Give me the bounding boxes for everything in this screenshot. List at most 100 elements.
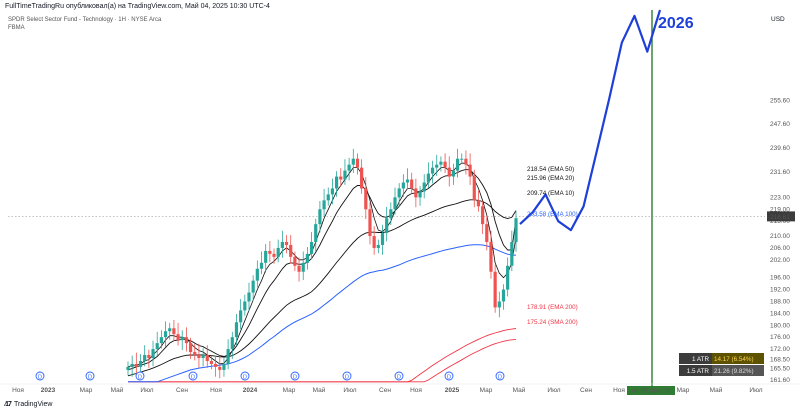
ma-label: 215.96 (EMA 20) <box>527 175 574 182</box>
candle-body <box>284 241 289 245</box>
dividend-marker-label: D <box>345 374 349 380</box>
candle-body <box>326 194 330 201</box>
price-tick: 196.00 <box>770 275 790 282</box>
candle-body <box>130 363 134 367</box>
ma-label: 203.58 (EMA 100) <box>527 211 578 218</box>
candle-body <box>143 355 147 361</box>
candle-body <box>335 176 339 189</box>
dividend-marker-label: D <box>243 374 247 380</box>
candle-body <box>318 209 322 225</box>
dividend-marker-label: D <box>38 374 42 380</box>
candle-body <box>418 191 422 198</box>
price-tick: 168.50 <box>770 356 790 363</box>
candle-body <box>172 328 176 335</box>
ema10-line <box>127 162 517 368</box>
candle-body <box>451 170 456 177</box>
time-tick: 2024 <box>243 387 258 394</box>
candle-body <box>159 337 163 344</box>
price-tick: 247.60 <box>770 121 790 128</box>
candle-body <box>138 360 143 367</box>
time-tick: Сен <box>176 387 188 394</box>
candle-body <box>481 206 485 225</box>
price-tick: 188.00 <box>770 298 790 305</box>
candle-body <box>443 161 447 168</box>
candle-body <box>301 262 305 272</box>
candle-body <box>289 244 293 257</box>
atr-value: 14.17 (6.54%) <box>714 356 754 363</box>
time-tick: Май <box>111 386 124 394</box>
candle-body <box>468 164 472 177</box>
time-tick: 2023 <box>41 387 56 394</box>
highlight-date-tag <box>627 386 675 395</box>
candle-body <box>201 355 205 358</box>
ema100-line <box>128 244 516 383</box>
candle-body <box>134 363 138 367</box>
atr-label-box <box>679 365 712 376</box>
candle-body <box>385 218 389 234</box>
atr-label: 1 ATR <box>692 356 709 363</box>
dividend-marker <box>188 371 198 381</box>
price-axis: 161.60 165.50 168.50 172.00 176.00 180.00 184.… <box>767 97 795 384</box>
candle-body <box>230 337 234 350</box>
dividend-marker <box>85 371 95 381</box>
candle-body <box>339 176 343 180</box>
dividend-marker <box>290 371 300 381</box>
candle-body <box>188 343 193 353</box>
candle-body <box>176 334 180 341</box>
ma-label: 178.91 (EMA 200) <box>527 304 578 311</box>
candle-body <box>464 158 468 165</box>
candles <box>126 148 518 379</box>
candle-body <box>514 218 518 242</box>
tradingview-logo[interactable]: ⁄17 TradingView <box>5 401 53 408</box>
price-tick: 231.60 <box>770 169 790 176</box>
candle-body <box>259 262 264 269</box>
candle-body <box>430 167 435 174</box>
projection-line <box>519 9 662 232</box>
candle-body <box>218 366 222 370</box>
year-marker-line <box>8 10 765 390</box>
price-tick: 215.00 <box>770 218 790 225</box>
candle-body <box>314 224 318 242</box>
price-tick: 210.00 <box>770 233 790 240</box>
dividend-marker <box>394 371 404 381</box>
candle-body <box>355 158 360 168</box>
candle-body <box>293 256 297 266</box>
price-tick: 180.00 <box>770 322 790 329</box>
time-tick: Ноя <box>613 387 625 394</box>
candle-body <box>347 164 351 171</box>
time-tick: Ноя <box>12 387 24 394</box>
candle-body <box>455 158 460 171</box>
year-annotation: 2026 <box>658 15 694 32</box>
price-tick: 192.00 <box>770 287 790 294</box>
candle-body <box>476 200 481 207</box>
candle-body <box>364 188 368 210</box>
ema20-line <box>127 168 517 371</box>
candle-body <box>510 241 514 266</box>
price-tick: 206.00 <box>770 245 790 252</box>
candle-body <box>280 241 284 248</box>
candle-body <box>460 158 464 160</box>
dividend-marker-label: D <box>498 374 502 380</box>
candle-body <box>126 366 130 370</box>
price-tick: 219.00 <box>770 206 790 213</box>
atr-label: 1.5 ATR <box>687 368 710 375</box>
ema200-line <box>128 328 517 383</box>
candle-body <box>380 233 385 245</box>
candle-body <box>234 322 239 338</box>
candle-body <box>276 247 280 257</box>
candle-body <box>489 241 493 272</box>
ema50-line <box>127 199 517 377</box>
atr-label-box <box>679 353 712 364</box>
time-tick: Май <box>313 386 326 394</box>
time-tick: Июл <box>343 387 356 394</box>
dividend-marker-label: D <box>138 374 142 380</box>
candle-body <box>264 250 268 263</box>
candle-body <box>197 355 201 358</box>
candle-body <box>368 209 372 237</box>
candle-body <box>255 268 259 281</box>
current-price-value: 216.61 <box>770 214 790 221</box>
time-tick: Сен <box>580 387 592 394</box>
candle-body <box>297 265 301 272</box>
candle-body <box>372 236 376 248</box>
